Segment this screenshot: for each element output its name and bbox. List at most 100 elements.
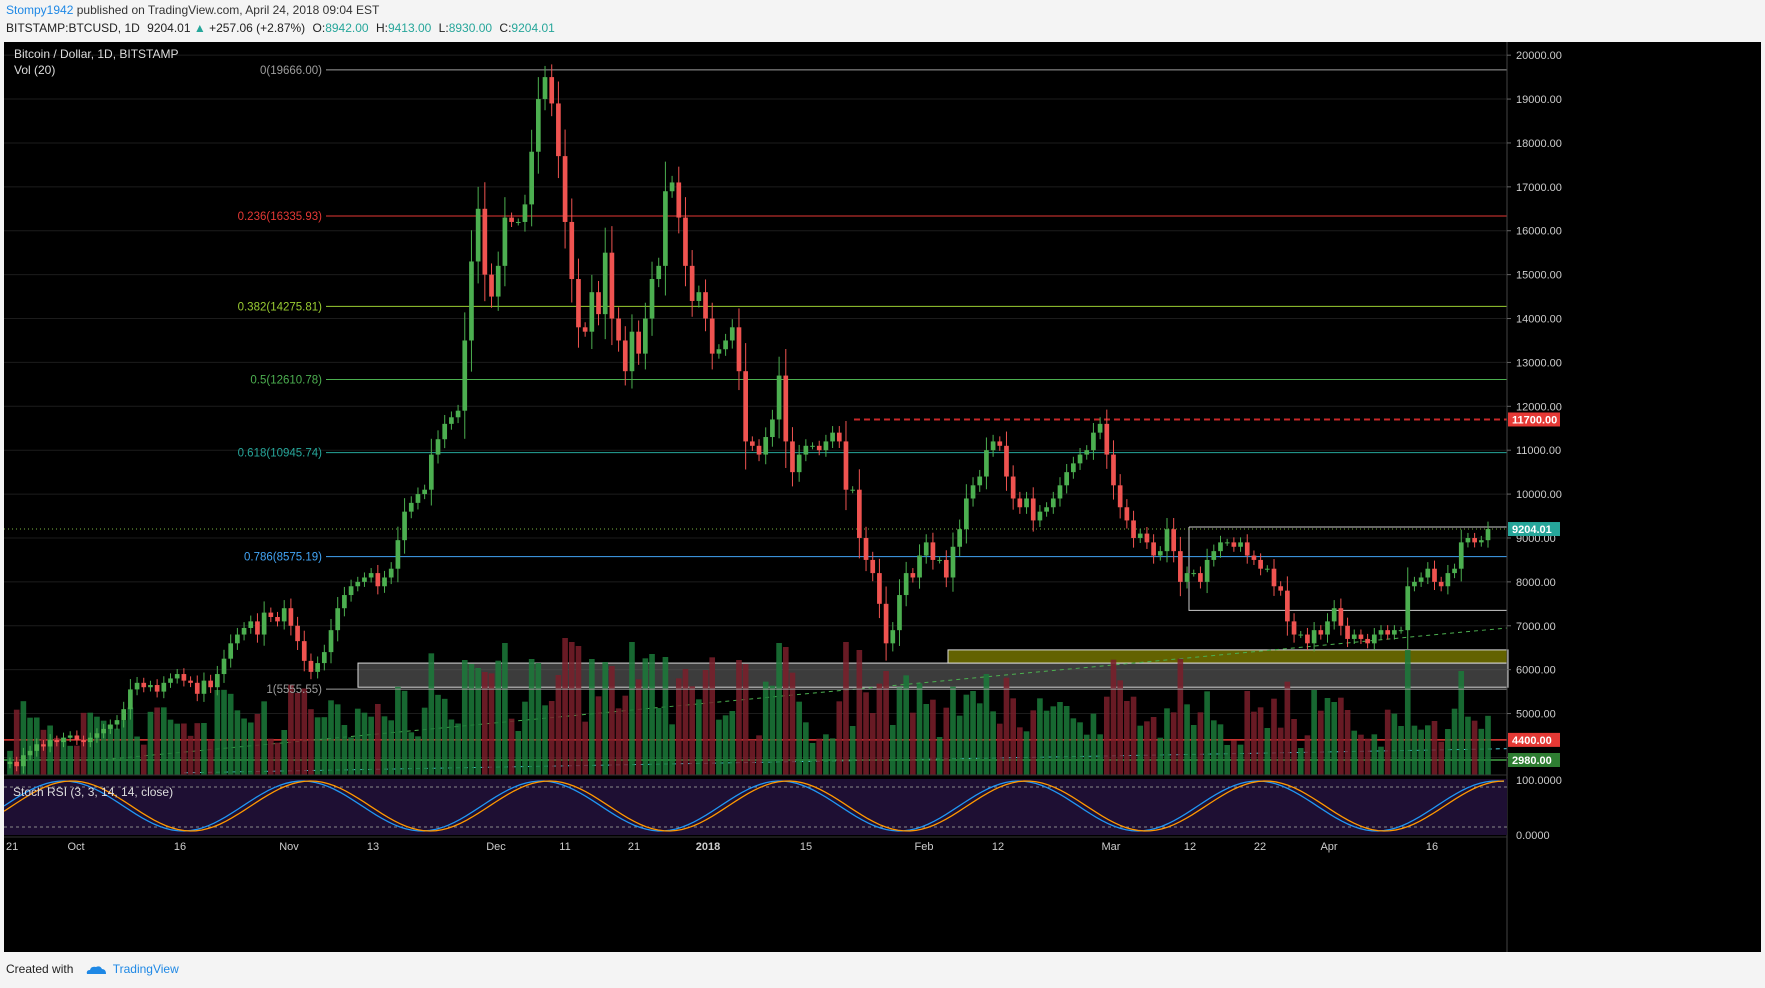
candle-body — [529, 151, 534, 205]
volume-bar — [950, 686, 956, 775]
volume-bar — [1144, 721, 1150, 775]
volume-bar — [1264, 728, 1271, 775]
candle-body — [1425, 568, 1431, 578]
volume-bar — [609, 666, 615, 775]
chart-area[interactable]: 0(19666.00) 0.236(16335.93) 0.382(14275.81… — [4, 42, 1761, 952]
candle-body — [696, 292, 702, 301]
candle-body — [1171, 529, 1177, 552]
volume-bar — [1043, 710, 1050, 775]
candle-body — [683, 217, 688, 266]
candle-body — [214, 674, 220, 688]
tradingview-link[interactable]: TradingView — [112, 962, 179, 976]
candle-body — [469, 261, 474, 341]
price-label: 2980.00 — [1512, 755, 1552, 767]
candle-body — [1465, 537, 1471, 543]
y-tick-label: 16000.00 — [1516, 226, 1562, 238]
price-label-box — [1508, 412, 1560, 427]
volume-bar — [408, 732, 415, 775]
volume-bar — [428, 653, 435, 775]
volume-bar — [1177, 658, 1184, 775]
candle-body — [1057, 485, 1063, 499]
candle-body — [475, 208, 481, 262]
volume-bar — [736, 660, 742, 775]
candle-body — [515, 221, 521, 223]
volume-bar — [910, 712, 916, 775]
price-label: 4400.00 — [1512, 735, 1552, 747]
candle-body — [415, 494, 421, 503]
volume-bar — [762, 681, 769, 775]
volume-bar — [375, 704, 381, 775]
candle-body — [288, 608, 294, 626]
volume-bar — [1277, 727, 1284, 775]
candle-body — [783, 375, 789, 442]
volume-bar — [488, 673, 495, 775]
candle-body — [729, 327, 735, 341]
candle-body — [897, 595, 902, 631]
candle-body — [161, 682, 167, 692]
volume-bar — [20, 701, 27, 775]
candle-body — [462, 340, 468, 411]
candle-body — [1238, 542, 1243, 547]
candle-body — [1178, 551, 1183, 582]
volume-bar — [1271, 698, 1277, 775]
volume-bar — [181, 723, 187, 775]
volume-bar — [1478, 728, 1485, 775]
candle-body — [1445, 573, 1451, 587]
candle-body — [1050, 498, 1056, 508]
volume-bar — [1485, 715, 1491, 775]
candle-body — [328, 630, 334, 653]
candle-body — [1064, 472, 1070, 486]
volume-label: Vol (20) — [14, 63, 55, 77]
candle-body — [382, 577, 387, 587]
candle-body — [1358, 634, 1364, 639]
candle-body — [917, 555, 922, 578]
candle-body — [522, 204, 528, 222]
stoch-label: Stoch RSI (3, 3, 14, 14, close) — [13, 785, 173, 799]
volume-bar — [568, 642, 575, 775]
volume-bar — [341, 725, 348, 775]
x-tick-label: 22 — [1254, 841, 1266, 853]
candle-body — [1084, 450, 1090, 455]
y-tick-label: 17000.00 — [1516, 182, 1562, 194]
volume-bar — [515, 731, 522, 775]
price-chart[interactable]: 0(19666.00) 0.236(16335.93) 0.382(14275.81… — [4, 42, 1761, 952]
volume-bar — [1050, 706, 1057, 775]
y-tick-label: 20000.00 — [1516, 50, 1562, 62]
volume-bar — [107, 724, 114, 775]
volume-bar — [749, 739, 756, 775]
candle-body — [261, 612, 267, 635]
volume-bar — [134, 736, 140, 775]
candle-body — [1164, 529, 1170, 552]
volume-bar — [288, 684, 294, 775]
author-link[interactable]: Stompy1942 — [6, 3, 74, 17]
volume-bar — [1170, 712, 1177, 775]
stoch-background — [4, 779, 1507, 835]
range-box-line — [1188, 527, 1507, 611]
candle-body — [1412, 581, 1417, 587]
candle-body — [41, 744, 46, 747]
candle-body — [301, 641, 307, 661]
candle-body — [67, 735, 73, 738]
candle-body — [1211, 551, 1217, 560]
candle-body — [368, 573, 374, 578]
volume-bar — [916, 683, 923, 775]
volume-bar — [1324, 698, 1331, 775]
volume-bar — [776, 643, 782, 775]
candle-body — [750, 441, 755, 446]
candle-body — [395, 540, 401, 569]
volume-bar — [963, 694, 970, 775]
volume-bar — [1431, 721, 1438, 775]
y-tick-label: 8000.00 — [1516, 577, 1556, 589]
candle-body — [1378, 630, 1384, 635]
price-label: 11700.00 — [1512, 414, 1557, 426]
tradingview-cloud-icon — [86, 966, 106, 974]
candle-body — [402, 511, 407, 541]
candle-body — [1438, 581, 1444, 587]
volume-bar — [1338, 697, 1344, 775]
candle-body — [228, 643, 234, 659]
fib-label: 0.618(10945.74) — [238, 448, 323, 460]
candle-body — [736, 327, 742, 372]
candle-body — [709, 318, 715, 354]
candle-body — [743, 371, 748, 442]
candle-body — [870, 559, 876, 574]
